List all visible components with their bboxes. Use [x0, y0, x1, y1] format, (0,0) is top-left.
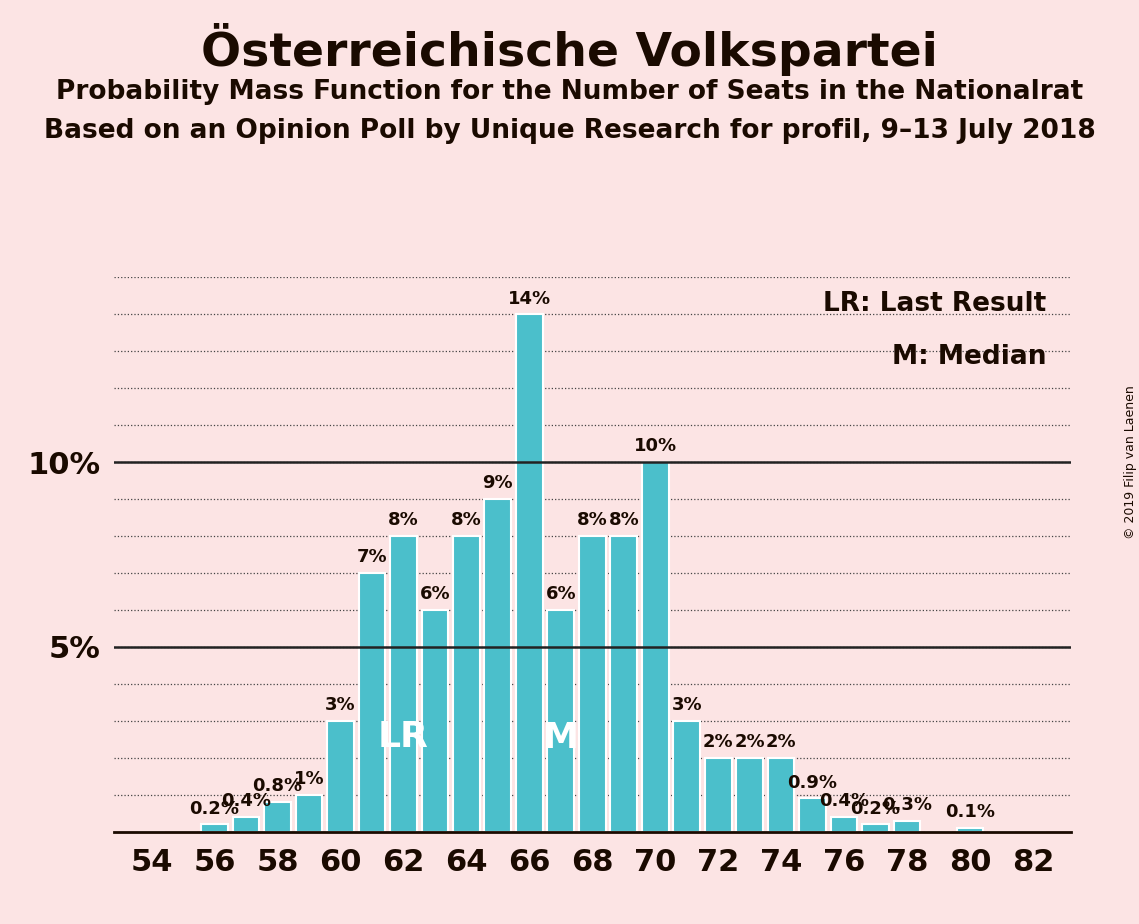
Text: 0.4%: 0.4% [819, 792, 869, 810]
Text: 0.9%: 0.9% [787, 773, 837, 792]
Bar [830, 817, 858, 832]
Bar [359, 573, 385, 832]
Text: 1%: 1% [294, 770, 325, 788]
Bar [232, 817, 260, 832]
Text: LR: Last Result: LR: Last Result [823, 291, 1047, 317]
Text: 3%: 3% [326, 696, 355, 714]
Text: 8%: 8% [577, 511, 607, 529]
Text: 2%: 2% [765, 733, 796, 751]
Bar [642, 462, 669, 832]
Bar [421, 610, 449, 832]
Bar [548, 610, 574, 832]
Text: 6%: 6% [419, 585, 450, 603]
Text: 0.1%: 0.1% [945, 803, 995, 821]
Text: 10%: 10% [633, 437, 677, 456]
Bar [516, 314, 542, 832]
Bar [202, 824, 228, 832]
Text: Probability Mass Function for the Number of Seats in the Nationalrat: Probability Mass Function for the Number… [56, 79, 1083, 104]
Text: 2%: 2% [703, 733, 734, 751]
Text: 0.8%: 0.8% [253, 777, 303, 796]
Text: M: Median: M: Median [892, 344, 1047, 370]
Bar [800, 798, 826, 832]
Text: 7%: 7% [357, 548, 387, 566]
Bar [705, 758, 731, 832]
Text: LR: LR [378, 720, 429, 754]
Text: Österreichische Volkspartei: Österreichische Volkspartei [202, 23, 937, 76]
Text: 0.4%: 0.4% [221, 792, 271, 810]
Bar [390, 536, 417, 832]
Text: 9%: 9% [483, 474, 514, 492]
Text: 2%: 2% [735, 733, 765, 751]
Bar [736, 758, 763, 832]
Text: 0.2%: 0.2% [851, 799, 901, 818]
Text: M: M [543, 722, 579, 756]
Bar [484, 499, 511, 832]
Bar [453, 536, 480, 832]
Text: 8%: 8% [608, 511, 639, 529]
Bar [957, 828, 983, 832]
Text: 3%: 3% [671, 696, 702, 714]
Text: 8%: 8% [451, 511, 482, 529]
Text: 8%: 8% [388, 511, 419, 529]
Text: © 2019 Filip van Laenen: © 2019 Filip van Laenen [1124, 385, 1137, 539]
Bar [296, 795, 322, 832]
Bar [894, 821, 920, 832]
Bar [768, 758, 795, 832]
Bar [579, 536, 606, 832]
Bar [327, 721, 354, 832]
Text: 0.2%: 0.2% [189, 799, 239, 818]
Bar [264, 802, 290, 832]
Text: 6%: 6% [546, 585, 576, 603]
Bar [611, 536, 637, 832]
Text: 14%: 14% [508, 289, 551, 308]
Bar [862, 824, 888, 832]
Bar [673, 721, 700, 832]
Text: 0.3%: 0.3% [882, 796, 932, 814]
Text: Based on an Opinion Poll by Unique Research for profil, 9–13 July 2018: Based on an Opinion Poll by Unique Resea… [43, 118, 1096, 144]
